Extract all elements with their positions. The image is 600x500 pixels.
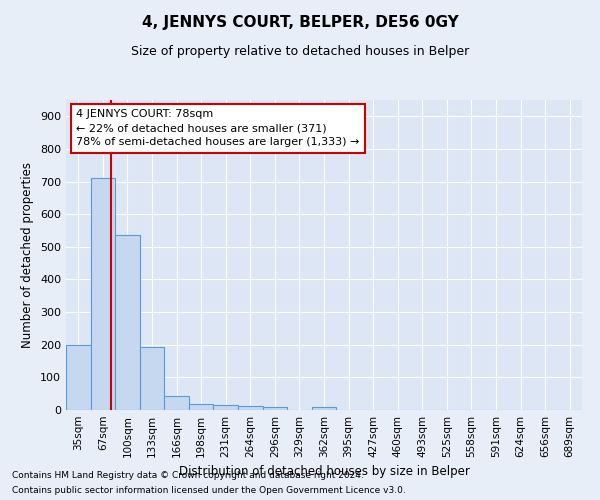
Bar [189,404,214,410]
Y-axis label: Number of detached properties: Number of detached properties [22,162,34,348]
Bar [66,344,91,410]
Bar [238,406,263,410]
Bar [115,236,140,410]
X-axis label: Distribution of detached houses by size in Belper: Distribution of detached houses by size … [179,466,469,478]
Text: Contains public sector information licensed under the Open Government Licence v3: Contains public sector information licen… [12,486,406,495]
Bar [164,396,189,410]
Bar [140,348,164,410]
Bar [214,405,238,410]
Bar [263,406,287,410]
Bar [312,407,336,410]
Text: 4 JENNYS COURT: 78sqm
← 22% of detached houses are smaller (371)
78% of semi-det: 4 JENNYS COURT: 78sqm ← 22% of detached … [76,110,359,148]
Text: Size of property relative to detached houses in Belper: Size of property relative to detached ho… [131,45,469,58]
Text: 4, JENNYS COURT, BELPER, DE56 0GY: 4, JENNYS COURT, BELPER, DE56 0GY [142,15,458,30]
Text: Contains HM Land Registry data © Crown copyright and database right 2024.: Contains HM Land Registry data © Crown c… [12,471,364,480]
Bar [91,178,115,410]
